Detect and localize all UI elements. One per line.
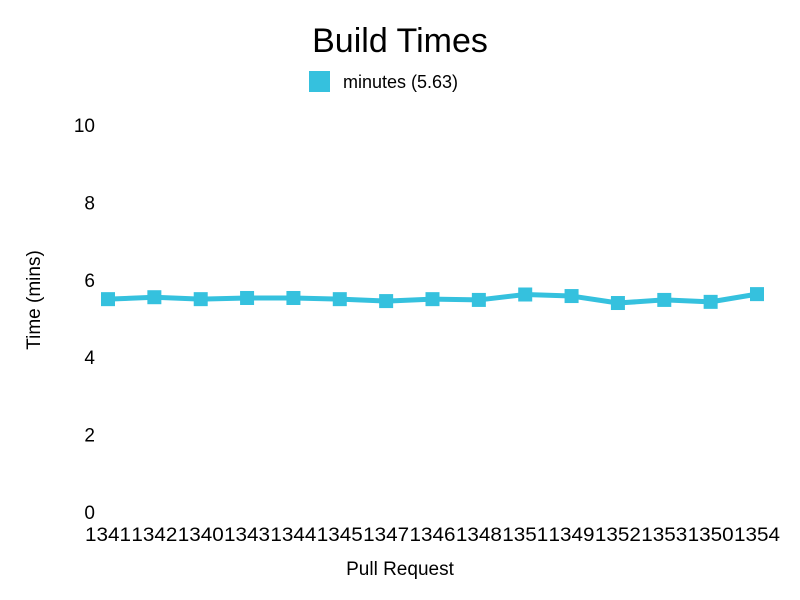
y-tick-label: 8	[84, 193, 95, 214]
data-point[interactable]	[471, 292, 486, 307]
data-point[interactable]	[101, 292, 115, 307]
data-point[interactable]	[564, 289, 579, 304]
legend-swatch	[309, 71, 330, 92]
data-point[interactable]	[703, 294, 718, 309]
x-tick-label: 1344	[270, 525, 316, 546]
x-tick-label: 1340	[178, 525, 224, 546]
data-point[interactable]	[332, 292, 347, 307]
y-axis-label: Time (mins)	[24, 250, 45, 350]
x-tick-label: 1345	[317, 525, 363, 546]
x-tick-label: 1353	[641, 525, 687, 546]
x-tick-label: 1348	[456, 525, 502, 546]
data-point[interactable]	[379, 294, 394, 309]
x-tick-label: 1354	[734, 525, 780, 546]
y-tick-label: 4	[84, 348, 95, 369]
data-point[interactable]	[425, 292, 440, 307]
data-point[interactable]	[610, 296, 625, 311]
data-point[interactable]	[147, 290, 162, 305]
y-tick-label: 10	[74, 116, 95, 137]
y-tick-label: 6	[84, 271, 95, 292]
data-point[interactable]	[193, 292, 208, 307]
series-layer	[101, 287, 764, 311]
data-point[interactable]	[240, 290, 255, 305]
x-tick-label: 1342	[131, 525, 177, 546]
chart-title: Build Times	[312, 22, 488, 60]
data-point[interactable]	[518, 287, 533, 302]
x-tick-label: 1343	[224, 525, 270, 546]
x-tick-label: 1350	[688, 525, 734, 546]
y-tick-label: 0	[84, 503, 95, 524]
y-tick-label: 2	[84, 426, 95, 447]
legend-label: minutes (5.63)	[343, 72, 458, 92]
legend[interactable]: minutes (5.63)	[309, 71, 458, 92]
data-point[interactable]	[286, 290, 301, 305]
x-tick-label: 1346	[410, 525, 456, 546]
x-tick-label: 1352	[595, 525, 641, 546]
x-axis-ticks: 1341 1342 1340 1343 1344 1345 1347 1346 1348 1351…	[85, 525, 780, 546]
data-point[interactable]	[750, 287, 764, 302]
x-axis-label: Pull Request	[346, 559, 454, 580]
x-tick-label: 1351	[502, 525, 548, 546]
x-tick-label: 1347	[363, 525, 409, 546]
data-point[interactable]	[657, 292, 672, 307]
x-tick-label: 1341	[85, 525, 131, 546]
y-axis-ticks: 0 2 4 6 8 10	[74, 116, 96, 524]
x-tick-label: 1349	[549, 525, 595, 546]
